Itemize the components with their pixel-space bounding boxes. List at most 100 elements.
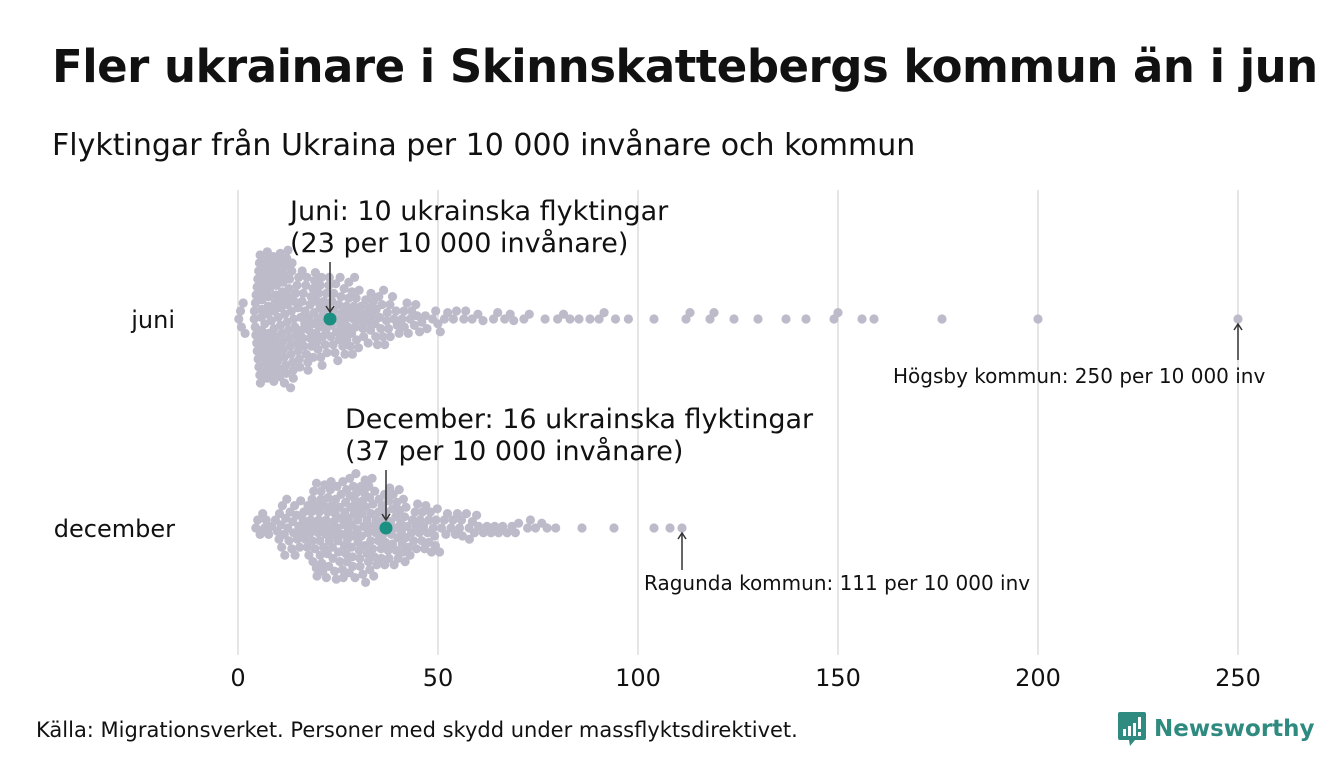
data-point-december xyxy=(448,515,458,525)
data-point-juni xyxy=(284,284,294,294)
beeswarm-chart: Juni: 10 ukrainska flyktingar (23 per 10… xyxy=(54,190,1265,692)
newsworthy-logo[interactable]: Newsworthy xyxy=(1118,712,1315,746)
data-point-december xyxy=(358,569,368,580)
data-point-december xyxy=(335,557,345,567)
data-point-juni xyxy=(399,306,409,316)
data-point-juni xyxy=(420,311,430,321)
data-point-juni xyxy=(279,352,289,362)
arrow-hogsby-head xyxy=(1233,322,1243,331)
data-point-juni xyxy=(524,309,534,319)
data-point-juni xyxy=(264,292,274,302)
data-point-juni xyxy=(685,308,695,318)
data-point-juni xyxy=(281,360,291,370)
data-point-december xyxy=(393,553,403,564)
data-point-december xyxy=(368,544,378,554)
data-point-juni xyxy=(283,245,293,255)
data-point-december xyxy=(435,547,445,557)
data-point-december xyxy=(665,523,675,533)
data-point-juni xyxy=(610,314,621,324)
data-point-juni xyxy=(356,301,366,311)
data-point-juni xyxy=(317,360,327,370)
data-point-juni xyxy=(1033,314,1043,324)
data-point-juni xyxy=(321,288,331,298)
data-point-juni xyxy=(415,327,425,337)
data-point-december xyxy=(353,515,363,525)
data-point-december xyxy=(310,544,320,554)
data-point-juni xyxy=(374,292,384,302)
data-point-juni xyxy=(275,248,285,258)
data-point-december xyxy=(369,571,379,581)
data-point-juni xyxy=(328,340,338,350)
x-tick-label: 250 xyxy=(1215,664,1261,692)
data-point-december xyxy=(311,478,322,488)
data-point-juni xyxy=(378,332,388,342)
data-point-december xyxy=(413,499,423,509)
data-point-juni xyxy=(371,332,381,342)
annotation-arrows xyxy=(325,262,1243,570)
data-point-juni xyxy=(594,314,604,324)
data-point-december xyxy=(306,507,316,517)
data-point-juni xyxy=(372,340,382,350)
data-point-december xyxy=(264,529,274,540)
data-point-december xyxy=(464,534,474,544)
data-point-juni xyxy=(350,322,361,332)
data-point-december xyxy=(369,552,379,562)
data-point-december xyxy=(456,515,467,525)
data-point-juni xyxy=(565,314,575,324)
data-point-december xyxy=(282,494,292,504)
data-point-juni xyxy=(473,309,483,319)
data-point-december xyxy=(253,515,263,525)
data-point-juni xyxy=(435,327,445,337)
data-point-juni xyxy=(729,314,739,324)
data-point-juni xyxy=(279,378,289,388)
data-point-december xyxy=(292,534,302,544)
data-point-juni xyxy=(361,295,371,305)
data-point-juni xyxy=(254,258,264,268)
data-point-juni xyxy=(314,288,324,298)
arrow-december-highlight-head xyxy=(381,513,391,522)
data-point-december xyxy=(417,536,427,546)
row-label-december: december xyxy=(54,515,175,543)
chart-title: Fler ukrainare i Skinnskattebergs kommun… xyxy=(52,40,1318,93)
data-point-juni xyxy=(366,288,376,298)
data-point-december xyxy=(314,507,324,517)
x-tick-label: 0 xyxy=(230,664,245,692)
data-point-december xyxy=(355,553,365,564)
data-point-december xyxy=(302,542,312,552)
data-point-december xyxy=(376,544,386,554)
data-point-december xyxy=(290,550,300,560)
data-point-december xyxy=(350,573,360,583)
data-point-juni xyxy=(285,274,295,284)
data-point-december xyxy=(292,510,302,520)
data-point-december xyxy=(406,528,416,538)
data-point-december xyxy=(355,561,365,572)
data-point-december xyxy=(394,485,404,495)
data-point-juni xyxy=(382,308,392,318)
data-point-juni xyxy=(362,317,373,327)
data-point-december xyxy=(321,515,331,525)
data-point-juni xyxy=(302,272,312,282)
data-point-december xyxy=(401,502,411,512)
data-point-juni xyxy=(315,280,325,290)
data-point-juni xyxy=(347,349,357,359)
data-point-juni xyxy=(857,314,867,324)
data-point-december xyxy=(428,523,438,533)
data-point-december xyxy=(609,523,619,533)
data-point-december xyxy=(542,523,552,533)
data-point-juni xyxy=(297,266,307,276)
data-point-juni xyxy=(334,300,344,310)
data-point-december xyxy=(514,518,524,528)
data-point-december xyxy=(277,501,287,511)
annotation-juni-line1: Juni: 10 ukrainska flyktingar xyxy=(288,196,669,227)
data-point-juni xyxy=(394,328,404,338)
data-point-juni xyxy=(303,365,313,375)
data-point-december xyxy=(551,523,561,533)
data-point-juni xyxy=(509,316,519,326)
annotation-hogsby: Högsby kommun: 250 per 10 000 inv xyxy=(893,364,1265,388)
data-point-juni xyxy=(366,325,376,335)
data-point-december xyxy=(400,557,410,567)
data-point-december xyxy=(410,507,420,517)
data-point-juni xyxy=(324,280,334,290)
data-point-juni xyxy=(234,314,244,324)
data-point-juni xyxy=(278,344,289,354)
